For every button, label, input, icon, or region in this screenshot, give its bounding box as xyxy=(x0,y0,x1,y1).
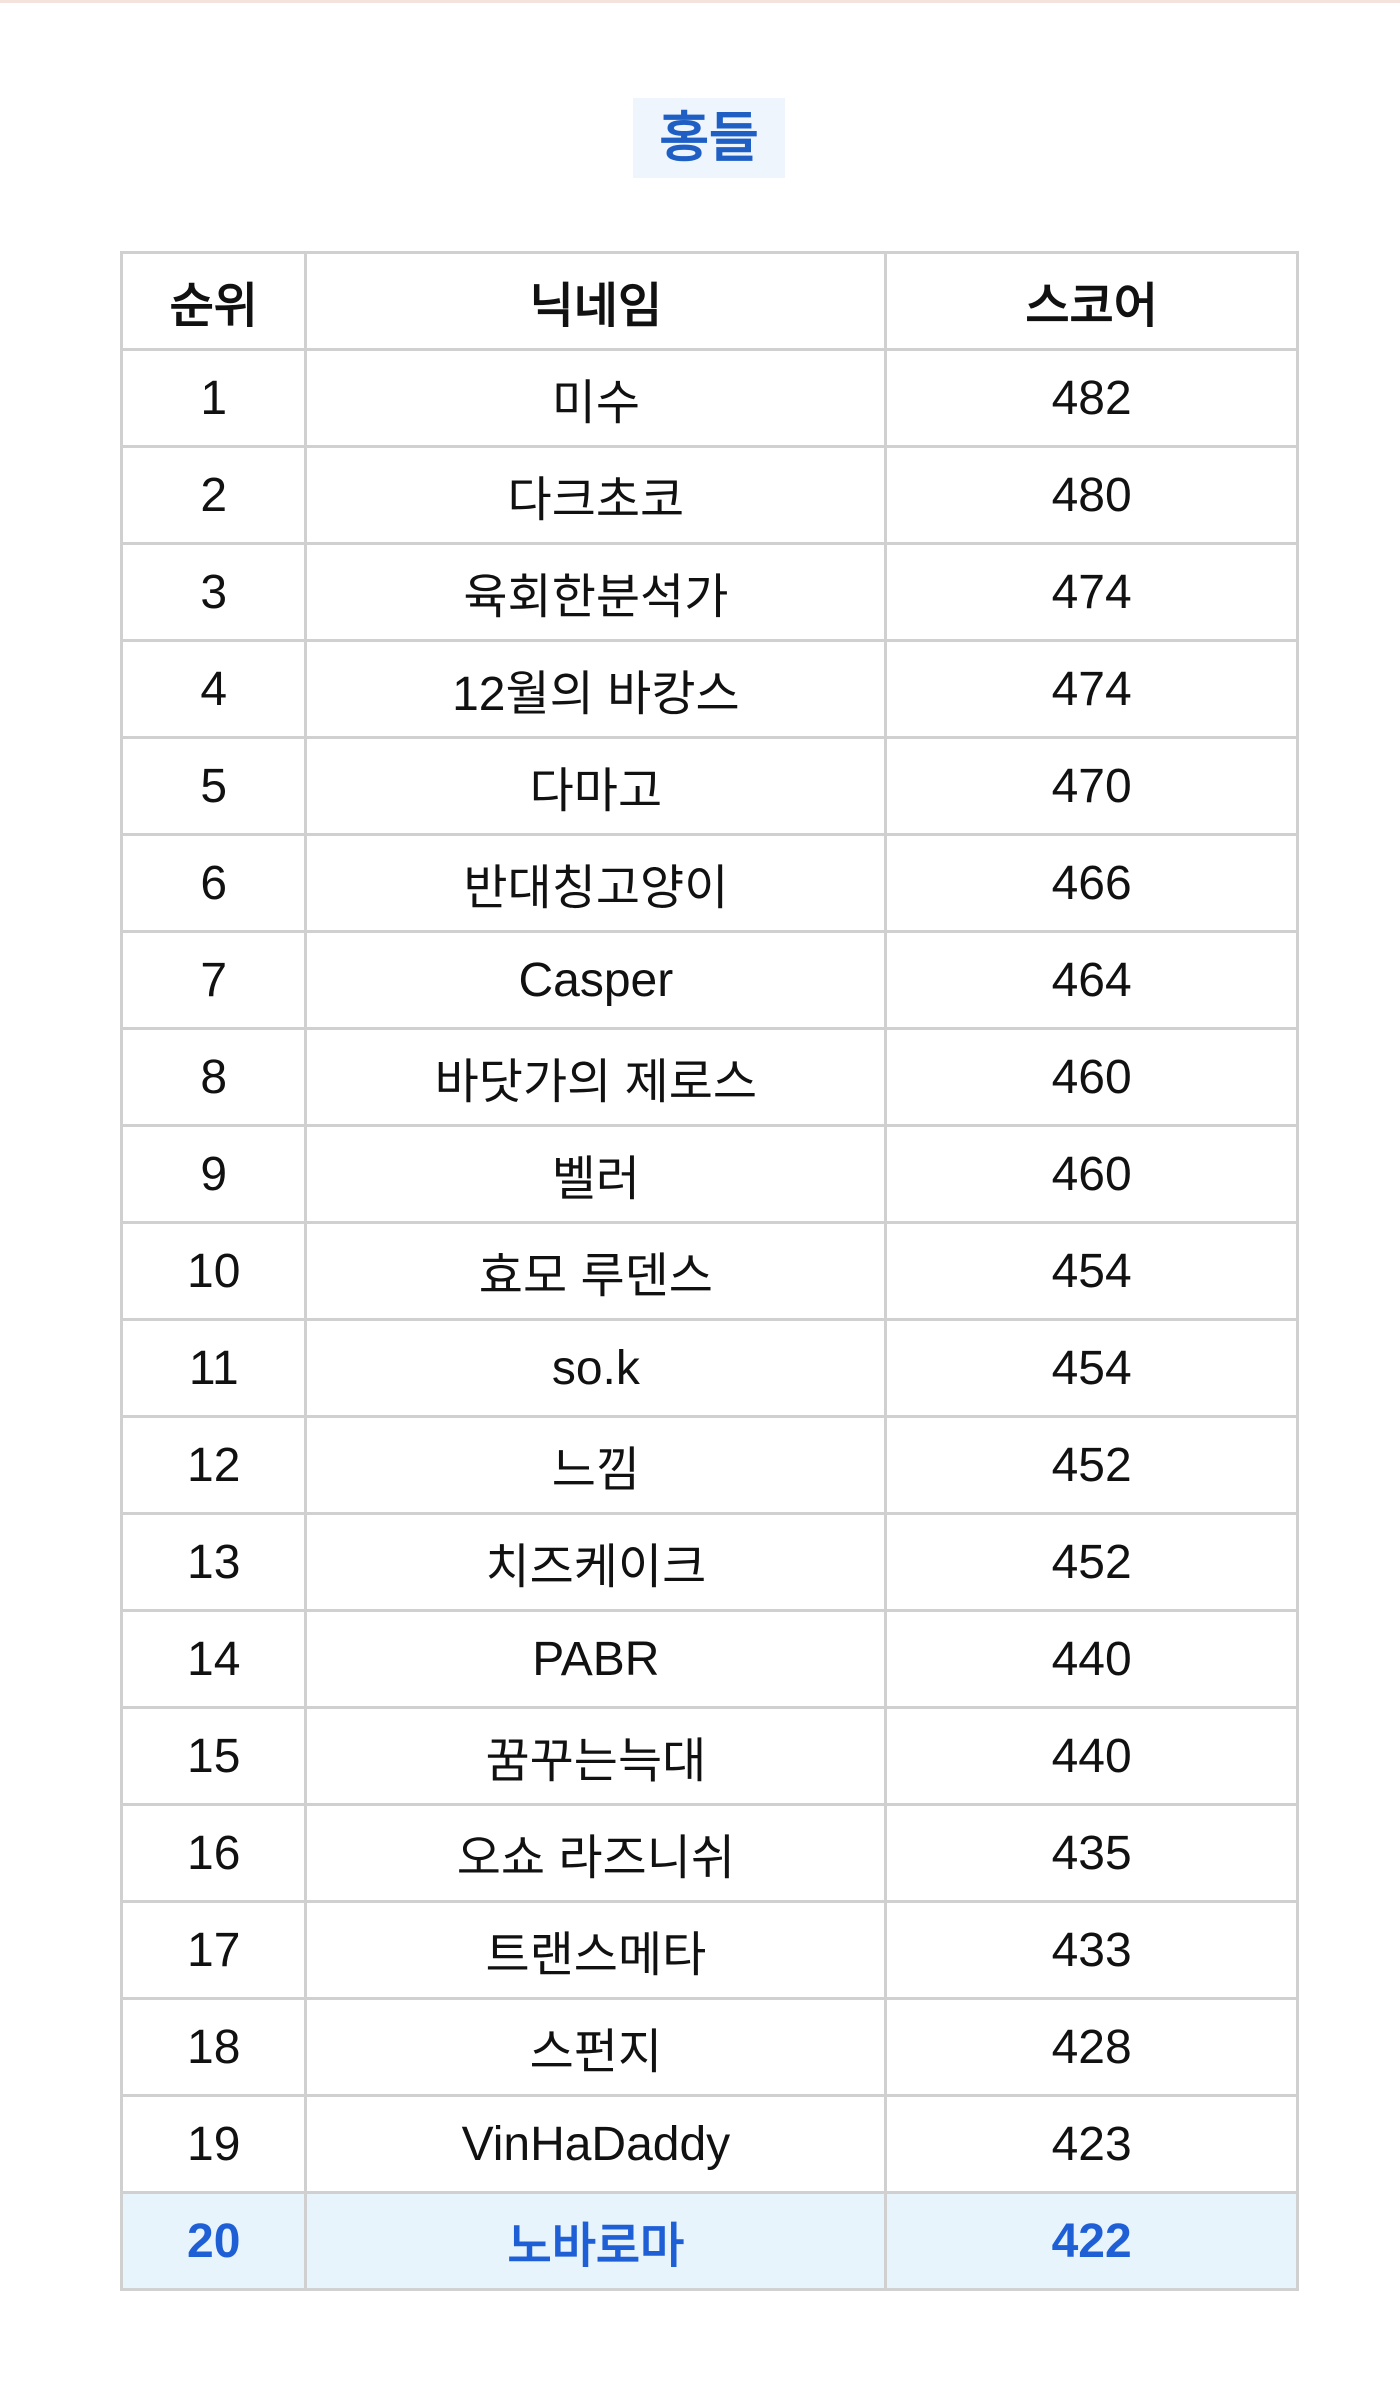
rank-cell: 13 xyxy=(119,1512,308,1612)
score-cell: 482 xyxy=(884,348,1299,448)
score-cell: 470 xyxy=(884,736,1299,836)
nickname-cell: PABR xyxy=(304,1609,888,1709)
rank-cell: 4 xyxy=(119,639,308,739)
nickname-cell: 다크초코 xyxy=(304,445,888,545)
rank-cell: 12 xyxy=(119,1415,308,1515)
top-divider xyxy=(0,0,1400,3)
table-row: 13 치즈케이크 452 xyxy=(119,1512,1299,1612)
rank-cell: 16 xyxy=(119,1803,308,1903)
ranking-table: 순위 닉네임 스코어 1 미수 482 2 다크초코 480 3 육회한분석가 474 4 12월의… xyxy=(119,251,1299,2291)
rank-cell: 2 xyxy=(119,445,308,545)
nickname-cell: 효모 루덴스 xyxy=(304,1221,888,1321)
nickname-cell: 반대칭고양이 xyxy=(304,833,888,933)
table-row: 1 미수 482 xyxy=(119,348,1299,448)
rank-cell: 1 xyxy=(119,348,308,448)
header-nickname: 닉네임 xyxy=(304,251,888,351)
table-row: 16 오쇼 라즈니쉬 435 xyxy=(119,1803,1299,1903)
score-cell: 480 xyxy=(884,445,1299,545)
table-row: 2 다크초코 480 xyxy=(119,445,1299,545)
score-cell: 460 xyxy=(884,1027,1299,1127)
score-cell: 422 xyxy=(884,2191,1299,2291)
rank-cell: 14 xyxy=(119,1609,308,1709)
table-row: 14 PABR 440 xyxy=(119,1609,1299,1709)
rank-cell: 5 xyxy=(119,736,308,836)
nickname-cell: 오쇼 라즈니쉬 xyxy=(304,1803,888,1903)
nickname-cell: 느낌 xyxy=(304,1415,888,1515)
nickname-cell: so.k xyxy=(304,1318,888,1418)
score-cell: 454 xyxy=(884,1221,1299,1321)
nickname-cell: 다마고 xyxy=(304,736,888,836)
score-cell: 440 xyxy=(884,1706,1299,1806)
score-cell: 474 xyxy=(884,639,1299,739)
score-cell: 435 xyxy=(884,1803,1299,1903)
header-rank: 순위 xyxy=(119,251,308,351)
table-header-row: 순위 닉네임 스코어 xyxy=(119,251,1299,351)
rank-cell: 19 xyxy=(119,2094,308,2194)
rank-cell: 9 xyxy=(119,1124,308,1224)
nickname-cell: Casper xyxy=(304,930,888,1030)
nickname-cell: 벨러 xyxy=(304,1124,888,1224)
rank-cell: 6 xyxy=(119,833,308,933)
rank-cell: 8 xyxy=(119,1027,308,1127)
rank-cell: 11 xyxy=(119,1318,308,1418)
page-title: 홍들 xyxy=(633,98,785,178)
table-row: 5 다마고 470 xyxy=(119,736,1299,836)
header-score: 스코어 xyxy=(884,251,1299,351)
nickname-cell: 꿈꾸는늑대 xyxy=(304,1706,888,1806)
score-cell: 454 xyxy=(884,1318,1299,1418)
nickname-cell: 노바로마 xyxy=(304,2191,888,2291)
score-cell: 466 xyxy=(884,833,1299,933)
table-row: 7 Casper 464 xyxy=(119,930,1299,1030)
score-cell: 474 xyxy=(884,542,1299,642)
table-row: 10 효모 루덴스 454 xyxy=(119,1221,1299,1321)
table-row: 9 벨러 460 xyxy=(119,1124,1299,1224)
nickname-cell: 바닷가의 제로스 xyxy=(304,1027,888,1127)
nickname-cell: 트랜스메타 xyxy=(304,1900,888,2000)
table-row: 17 트랜스메타 433 xyxy=(119,1900,1299,2000)
nickname-cell: 12월의 바캉스 xyxy=(304,639,888,739)
score-cell: 423 xyxy=(884,2094,1299,2194)
score-cell: 452 xyxy=(884,1512,1299,1612)
nickname-cell: 육회한분석가 xyxy=(304,542,888,642)
table-row: 8 바닷가의 제로스 460 xyxy=(119,1027,1299,1127)
nickname-cell: 치즈케이크 xyxy=(304,1512,888,1612)
table-row: 4 12월의 바캉스 474 xyxy=(119,639,1299,739)
score-cell: 464 xyxy=(884,930,1299,1030)
nickname-cell: 미수 xyxy=(304,348,888,448)
rank-cell: 18 xyxy=(119,1997,308,2097)
rank-cell: 20 xyxy=(119,2191,308,2291)
score-cell: 440 xyxy=(884,1609,1299,1709)
rank-cell: 17 xyxy=(119,1900,308,2000)
score-cell: 428 xyxy=(884,1997,1299,2097)
nickname-cell: VinHaDaddy xyxy=(304,2094,888,2194)
table-row: 3 육회한분석가 474 xyxy=(119,542,1299,642)
table-row: 12 느낌 452 xyxy=(119,1415,1299,1515)
rank-cell: 7 xyxy=(119,930,308,1030)
rank-cell: 15 xyxy=(119,1706,308,1806)
rank-cell: 10 xyxy=(119,1221,308,1321)
score-cell: 460 xyxy=(884,1124,1299,1224)
table-row: 18 스펀지 428 xyxy=(119,1997,1299,2097)
table-row: 11 so.k 454 xyxy=(119,1318,1299,1418)
score-cell: 433 xyxy=(884,1900,1299,2000)
table-row: 6 반대칭고양이 466 xyxy=(119,833,1299,933)
table-row: 19 VinHaDaddy 423 xyxy=(119,2094,1299,2194)
nickname-cell: 스펀지 xyxy=(304,1997,888,2097)
rank-cell: 3 xyxy=(119,542,308,642)
table-row: 15 꿈꾸는늑대 440 xyxy=(119,1706,1299,1806)
table-row-highlighted: 20 노바로마 422 xyxy=(119,2191,1299,2291)
score-cell: 452 xyxy=(884,1415,1299,1515)
